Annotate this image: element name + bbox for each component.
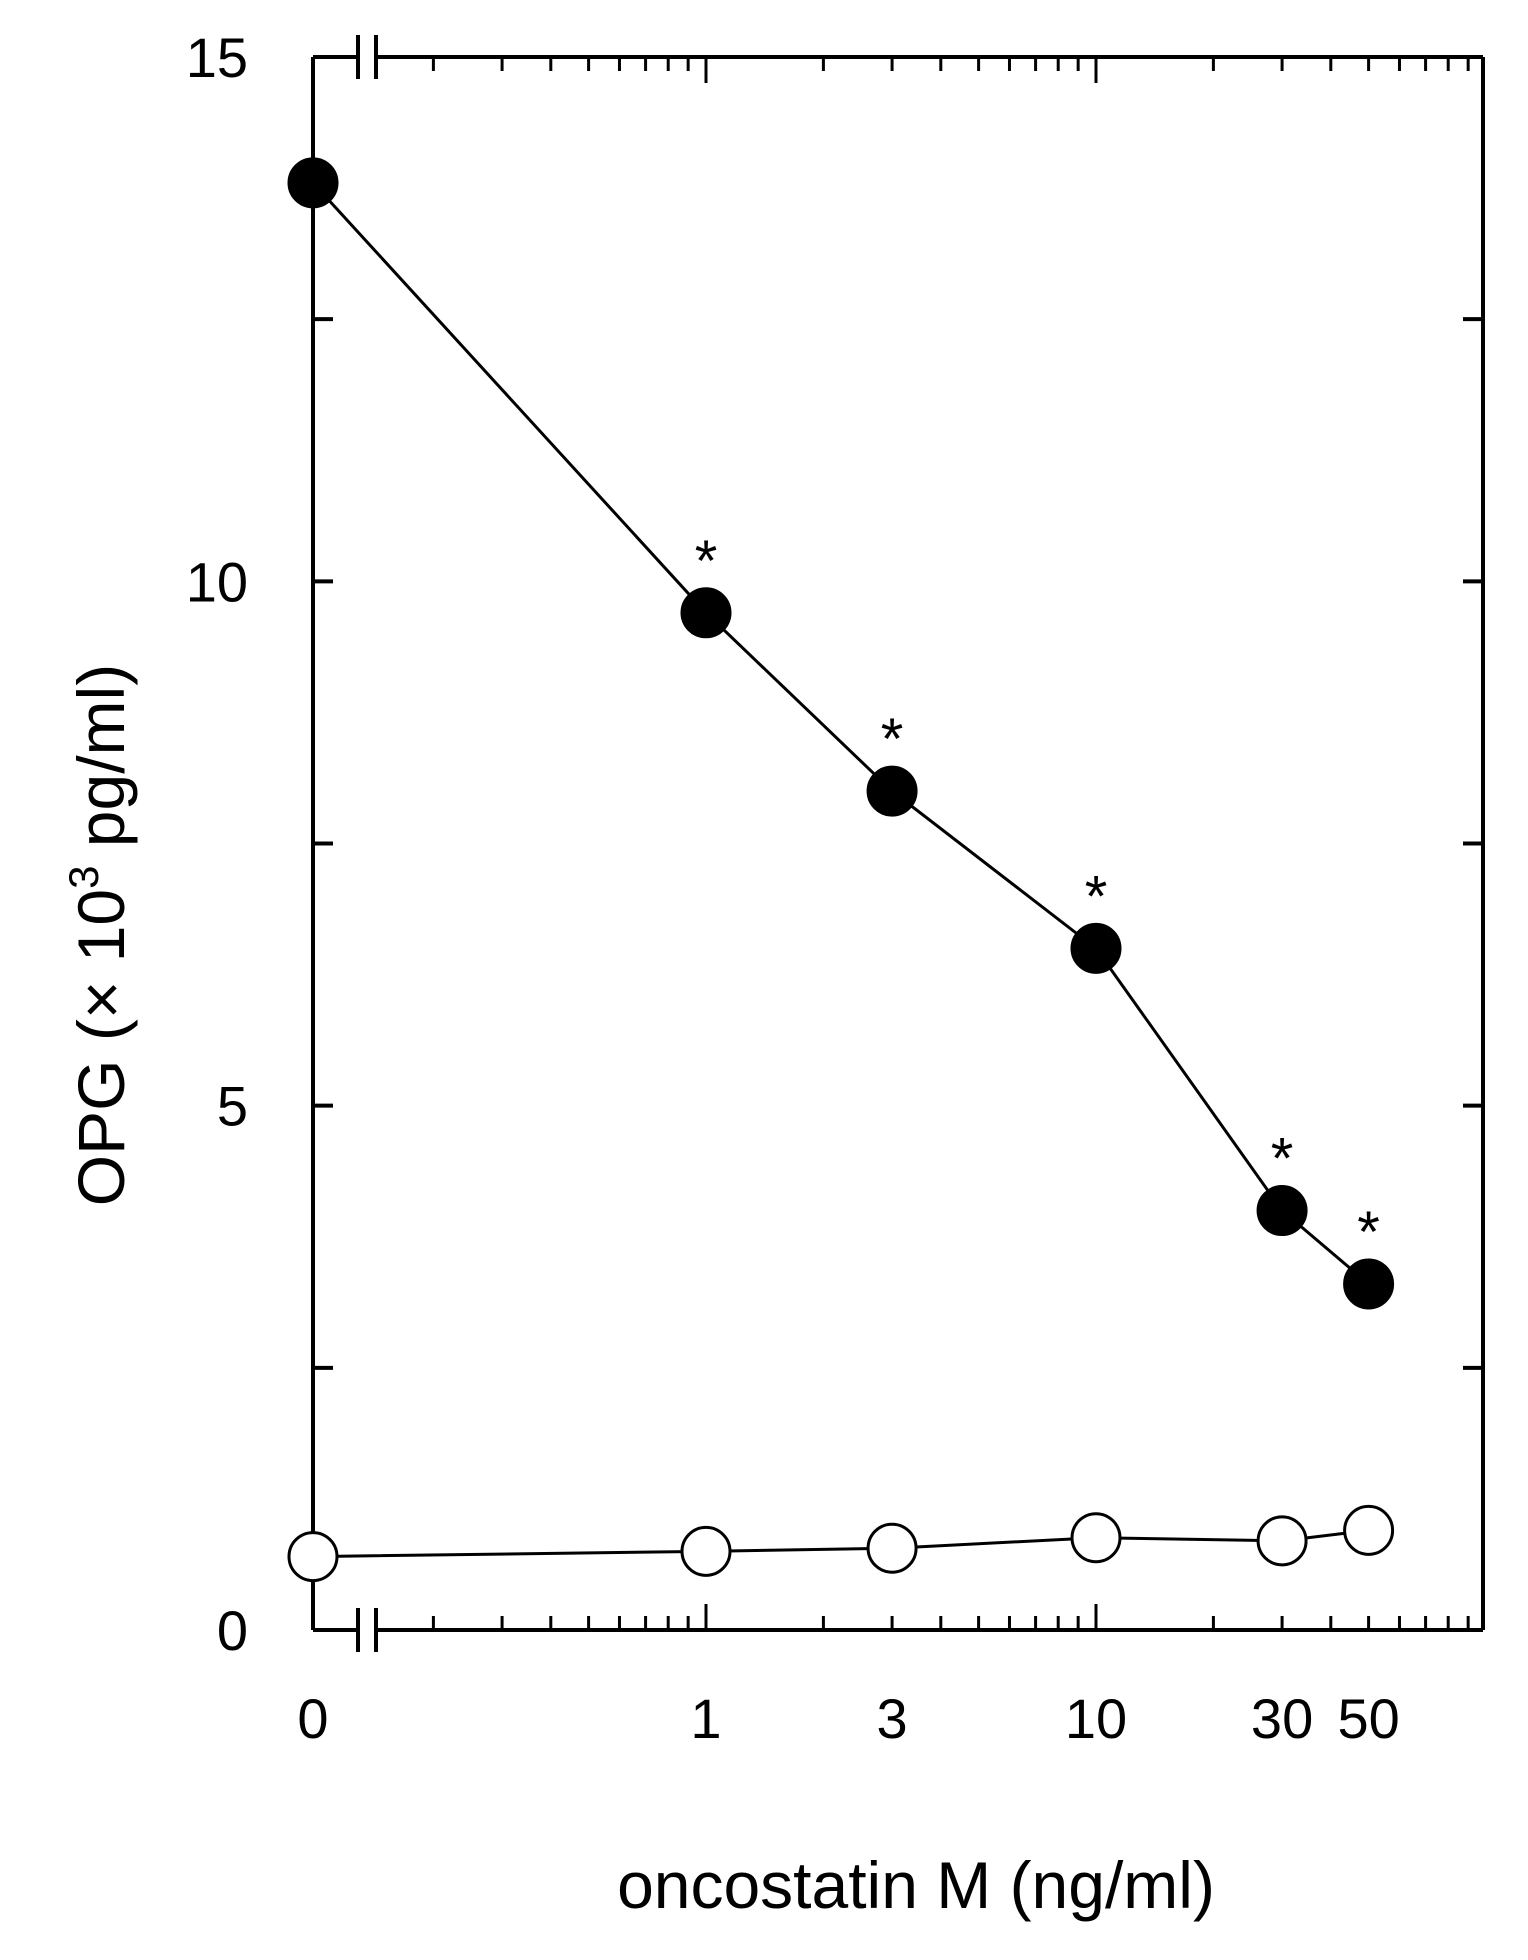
series-0-point-2 bbox=[866, 765, 918, 817]
series-1-point-2 bbox=[866, 1522, 918, 1574]
series-1-point-3 bbox=[1070, 1512, 1122, 1564]
series-0-point-1 bbox=[680, 587, 732, 639]
significance-marker-0-2: * bbox=[881, 707, 904, 772]
series-0-point-3 bbox=[1070, 922, 1122, 974]
significance-marker-0-3: * bbox=[1085, 864, 1108, 929]
series-1-point-1 bbox=[680, 1525, 732, 1577]
y-axis-title: OPG (× 103 pg/ml) bbox=[60, 664, 138, 1206]
plot-frame bbox=[311, 35, 1485, 1652]
series-0-point-0 bbox=[287, 157, 339, 209]
series-1-point-5 bbox=[1343, 1504, 1395, 1556]
series-line-1 bbox=[312, 1528, 1369, 1559]
series-line-0 bbox=[311, 181, 1370, 1286]
significance-marker-0-4: * bbox=[1271, 1127, 1294, 1192]
x-tick-label-1: 1 bbox=[690, 1687, 721, 1750]
tick-labels: 0 5 10 15 0 1 3 10 30 50 bbox=[186, 26, 1400, 1750]
series-1-point-4 bbox=[1256, 1515, 1308, 1567]
y-tick-label-2: 10 bbox=[186, 550, 248, 613]
y-tick-label-3: 15 bbox=[186, 26, 248, 89]
y-tick-label-0: 0 bbox=[217, 1599, 248, 1662]
data-series: * * * * * bbox=[287, 157, 1395, 1583]
series-0-point-5 bbox=[1343, 1258, 1395, 1310]
significance-marker-0-1: * bbox=[695, 529, 718, 594]
axis-ticks bbox=[313, 55, 1483, 1632]
x-axis-title: oncostatin M (ng/ml) bbox=[617, 1848, 1215, 1922]
y-axis-title-main: OPG (× 10 bbox=[64, 889, 138, 1206]
x-tick-label-2: 3 bbox=[876, 1687, 907, 1750]
y-axis-title-superscript: 3 bbox=[60, 866, 107, 889]
x-tick-label-4: 30 bbox=[1251, 1687, 1313, 1750]
x-tick-label-5: 50 bbox=[1337, 1687, 1399, 1750]
series-0-point-4 bbox=[1256, 1185, 1308, 1237]
y-tick-label-1: 5 bbox=[217, 1075, 248, 1138]
x-tick-label-3: 10 bbox=[1065, 1687, 1127, 1750]
x-tick-label-0: 0 bbox=[297, 1687, 328, 1750]
series-1-point-0 bbox=[287, 1531, 339, 1583]
y-axis-title-unit: pg/ml) bbox=[64, 664, 138, 866]
significance-marker-0-5: * bbox=[1357, 1200, 1380, 1265]
